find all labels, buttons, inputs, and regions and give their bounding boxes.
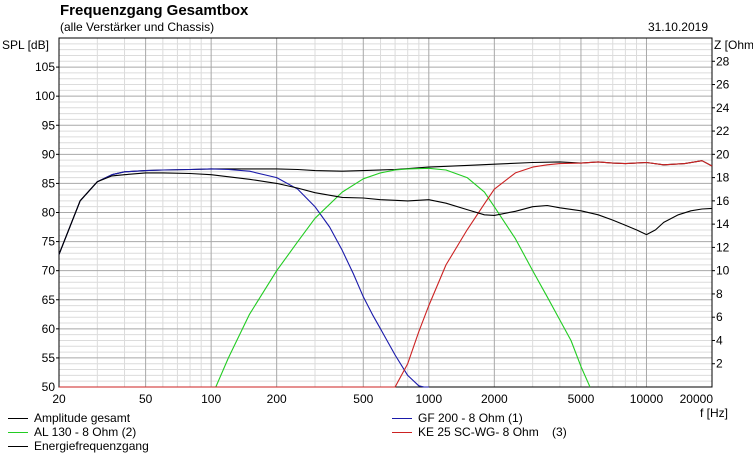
y-tick-label: 70: [42, 264, 56, 278]
y2-tick-label: 24: [716, 101, 730, 115]
legend-item-gf200: GF 200 - 8 Ohm (1): [392, 411, 523, 425]
chart-date: 31.10.2019: [647, 20, 708, 34]
y-tick-label: 95: [42, 118, 56, 132]
y-tick-label: 105: [35, 60, 55, 74]
legend-label: Amplitude gesamt: [34, 411, 131, 425]
legend-swatch: [392, 431, 412, 433]
y-tick-label: 65: [42, 293, 56, 307]
y-axis-label: SPL [dB]: [2, 38, 49, 52]
legend-item-al130: AL 130 - 8 Ohm (2): [8, 425, 136, 439]
y-tick-label: 50: [42, 380, 56, 394]
x-tick-label: 1000: [415, 392, 442, 406]
x-tick-label: 10000: [630, 392, 664, 406]
y-tick-label: 100: [35, 89, 55, 103]
x-tick-label: 50: [139, 392, 153, 406]
y2-tick-label: 20: [716, 147, 730, 161]
y-tick-label: 55: [42, 351, 56, 365]
x-tick-label: 200: [267, 392, 287, 406]
x-axis-label: f [Hz]: [700, 406, 729, 420]
legend-swatch: [8, 431, 28, 433]
x-tick-label: 500: [353, 392, 373, 406]
x-tick-label: 20: [52, 392, 66, 406]
series-line-2: [58, 168, 429, 388]
legend-item-energiefrequenzgang: Energiefrequenzgang: [8, 439, 149, 453]
legend-item-ke25: KE 25 SC-WG- 8 Ohm (3): [392, 425, 567, 439]
y2-tick-label: 28: [716, 54, 730, 68]
legend-swatch: [8, 445, 28, 447]
y2-tick-label: 12: [716, 240, 730, 254]
legend-swatch: [8, 417, 28, 419]
x-tick-label: 20000: [680, 392, 714, 406]
series-line-4: [59, 160, 713, 388]
legend-label: KE 25 SC-WG- 8 Ohm (3): [418, 425, 567, 439]
x-tick-label: 2000: [481, 392, 508, 406]
chart-subtitle: (alle Verstärker und Chassis): [60, 20, 215, 34]
y2-tick-label: 22: [716, 124, 730, 138]
y2-tick-label: 16: [716, 194, 730, 208]
x-tick-label: 5000: [568, 392, 595, 406]
y2-tick-label: 18: [716, 171, 730, 185]
y-tick-label: 90: [42, 147, 56, 161]
series-line-3: [59, 167, 591, 388]
y-tick-label: 60: [42, 322, 56, 336]
y2-axis-label: Z [Ohm]: [714, 38, 753, 52]
y2-tick-label: 10: [716, 264, 730, 278]
legend-label: AL 130 - 8 Ohm (2): [34, 425, 137, 439]
chart-title: Frequenzgang Gesamtbox: [60, 2, 249, 19]
y2-tick-label: 26: [716, 78, 730, 92]
y-tick-label: 80: [42, 206, 56, 220]
series-line-1: [58, 160, 713, 255]
y2-tick-label: 2: [716, 357, 723, 371]
y2-tick-label: 4: [716, 333, 723, 347]
legend-item-amplitude-gesamt: Amplitude gesamt: [8, 411, 130, 425]
y2-tick-label: 14: [716, 217, 730, 231]
legend-label: GF 200 - 8 Ohm (1): [418, 411, 523, 425]
legend-swatch: [392, 417, 412, 419]
legend-label: Energiefrequenzgang: [34, 439, 149, 453]
y-tick-label: 75: [42, 235, 56, 249]
y2-tick-label: 8: [716, 287, 723, 301]
y-tick-label: 85: [42, 176, 56, 190]
series-line-5: [58, 172, 713, 255]
x-tick-label: 100: [201, 392, 221, 406]
y2-tick-label: 6: [716, 310, 723, 324]
